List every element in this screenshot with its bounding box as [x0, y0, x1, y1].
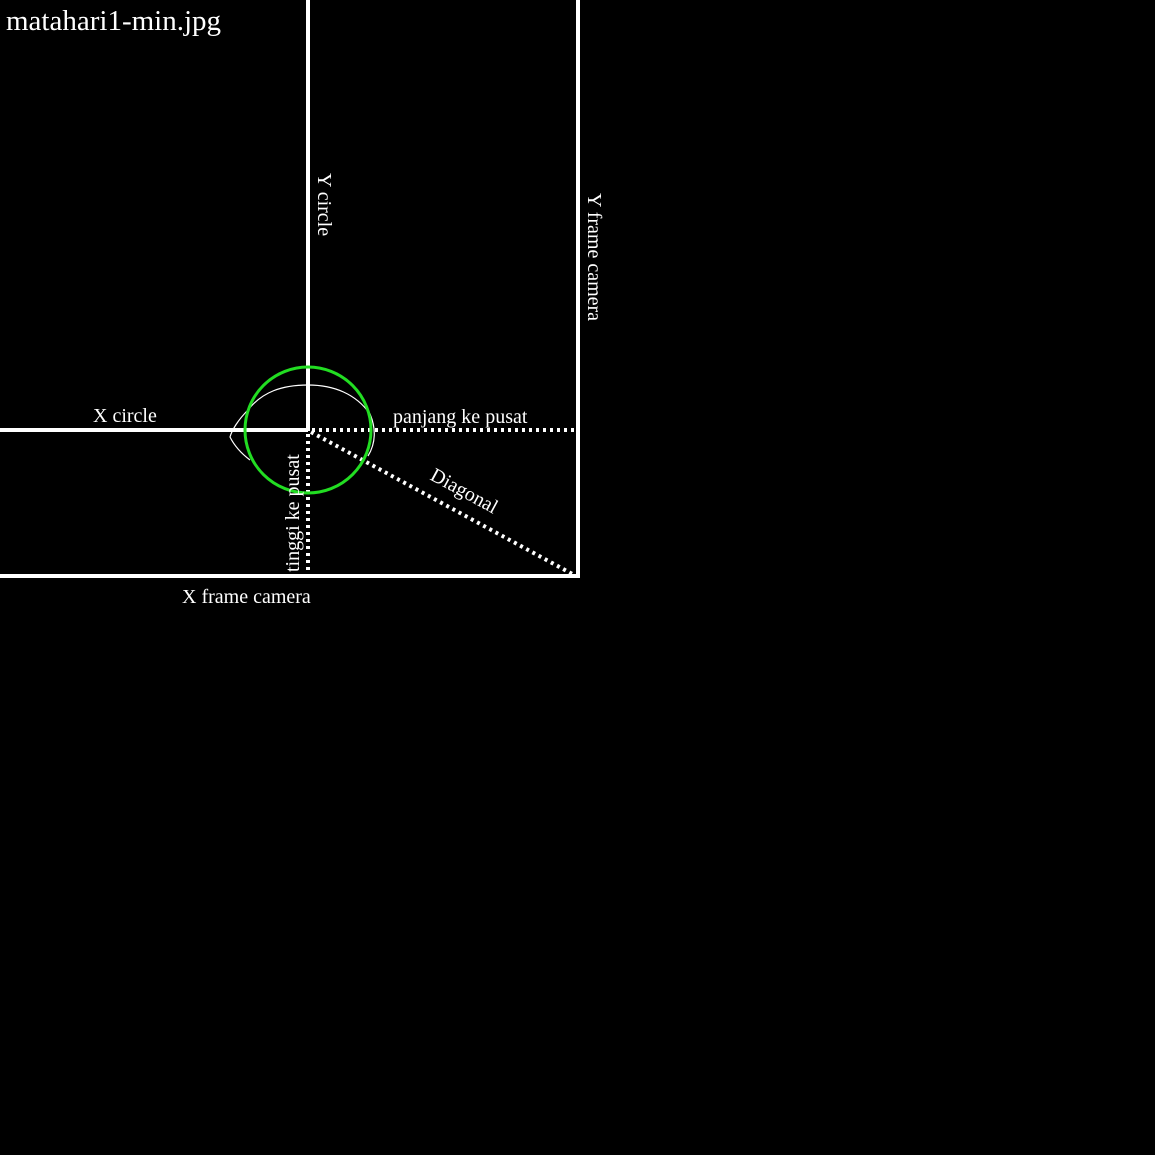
tinggi-ke-pusat-label: tinggi ke pusat — [282, 454, 304, 572]
y-circle-label: Y circle — [313, 173, 335, 236]
x-frame-camera-label: X frame camera — [182, 586, 311, 608]
detected-circle — [243, 365, 373, 495]
image-filename-title: matahari1-min.jpg — [6, 5, 221, 37]
diagonal-line — [310, 430, 577, 578]
sun-outline-shape — [229, 384, 375, 461]
panjang-ke-pusat-label: panjang ke pusat — [393, 406, 528, 428]
y-frame-camera-label: Y frame camera — [583, 193, 605, 321]
diagonal-label: Diagonal — [427, 464, 502, 519]
x-circle-label: X circle — [93, 405, 157, 427]
